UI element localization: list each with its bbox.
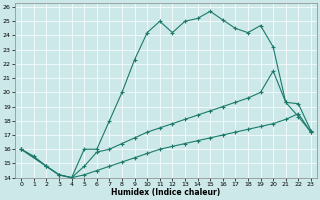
X-axis label: Humidex (Indice chaleur): Humidex (Indice chaleur) <box>111 188 221 197</box>
